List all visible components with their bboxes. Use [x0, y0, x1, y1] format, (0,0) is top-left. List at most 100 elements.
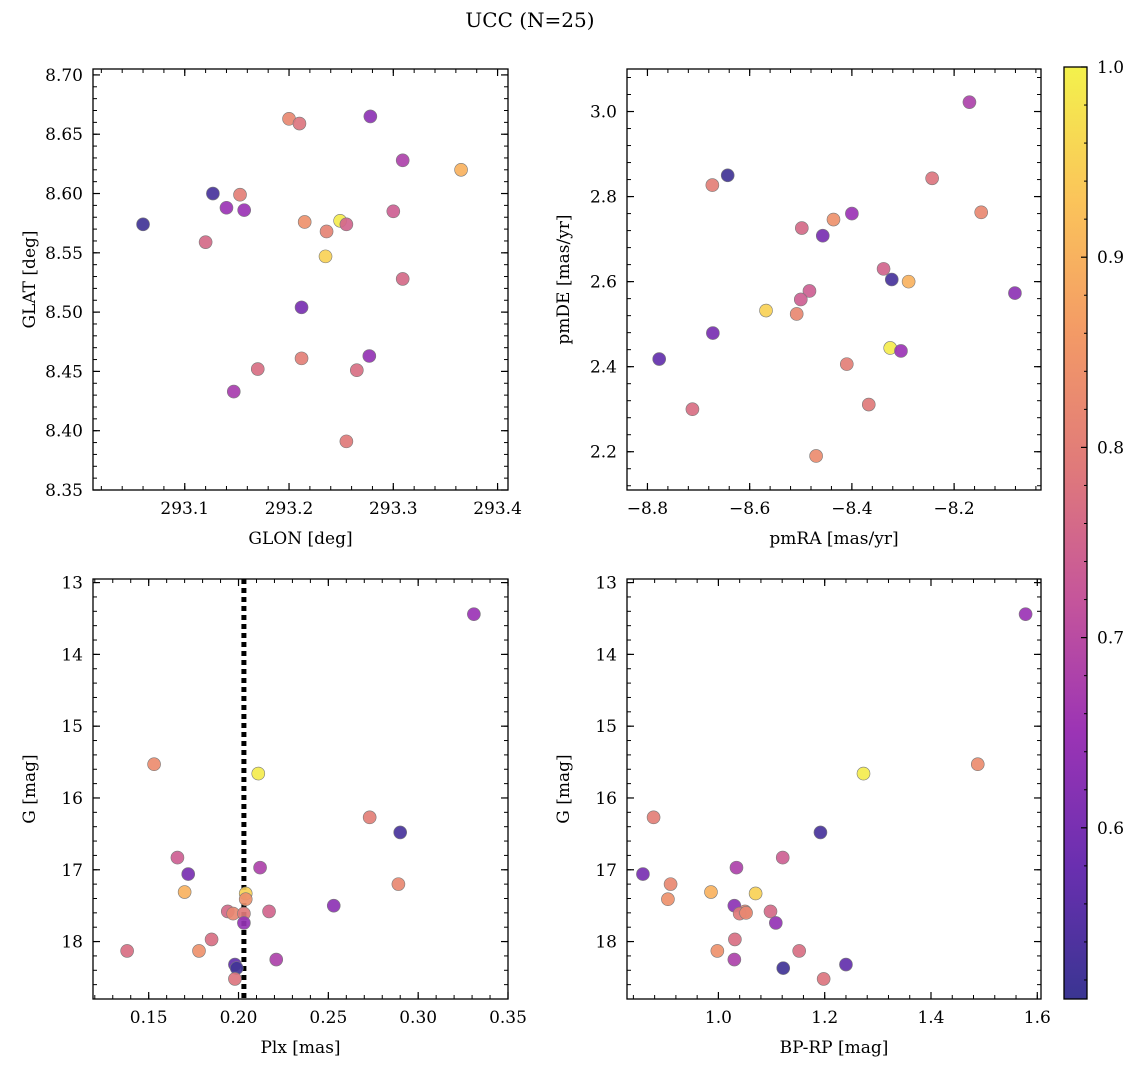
y-tick-label: 2.8: [590, 188, 617, 208]
axes-frame: [626, 68, 1042, 491]
scatter-point: [262, 904, 276, 919]
scatter-point: [861, 397, 876, 412]
axes-frame: [92, 68, 509, 491]
y-tick-label: 13: [595, 574, 617, 594]
y-tick-label: 15: [61, 717, 83, 737]
scatter-point: [876, 262, 891, 276]
scatter-point: [454, 163, 468, 177]
x-tick-label: −8.6: [729, 499, 770, 519]
scatter-point: [292, 116, 307, 131]
x-tick-label: 1.2: [811, 1008, 838, 1028]
x-tick-label: 1.4: [917, 1008, 944, 1028]
scatter-points: [636, 607, 1033, 986]
scatter-point: [198, 235, 213, 249]
scatter-point: [294, 300, 309, 315]
x-tick-label: 0.30: [399, 1008, 437, 1028]
scatter-panel-1: 293.1 293.2 293.3 293.4 8.35 8.40 8.45 8.50 8.55…: [20, 66, 522, 549]
x-tick-label: −8.8: [627, 499, 668, 519]
scatter-point: [1018, 607, 1033, 621]
scatter-point: [728, 932, 742, 947]
y-axis-label: G [mag]: [20, 754, 40, 823]
y-tick-label: 16: [595, 789, 617, 809]
scatter-point: [789, 307, 804, 321]
scatter-point: [136, 217, 150, 232]
scatter-point: [839, 957, 853, 972]
y-tick-label: 18: [61, 933, 83, 953]
scatter-point: [386, 204, 401, 219]
x-tick-label: 0.20: [220, 1008, 258, 1028]
colorbar-tick-label: 0.8: [1097, 438, 1124, 458]
y-axis-label: pmDE [mas/yr]: [554, 214, 574, 344]
x-tick-label: 0.25: [309, 1008, 347, 1028]
y-tick-label: 14: [595, 645, 617, 665]
y-axis-label: GLAT [deg]: [20, 230, 40, 328]
y-tick-label: 8.45: [45, 362, 83, 382]
scatter-point: [192, 944, 206, 958]
scatter-points: [652, 95, 1022, 463]
x-tick-label: 1.6: [1024, 1008, 1051, 1028]
scatter-point: [237, 916, 251, 930]
scatter-point: [467, 607, 481, 621]
scatter-point: [661, 892, 675, 907]
scatter-point: [816, 972, 831, 986]
x-tick-label: −8.2: [933, 499, 974, 519]
scatter-point: [839, 357, 854, 371]
scatter-point: [147, 757, 161, 772]
y-tick-label: 2.4: [590, 358, 617, 378]
scatter-point: [326, 898, 341, 913]
scatter-point: [294, 351, 309, 366]
scatter-point: [763, 904, 778, 919]
y-tick-label: 8.50: [45, 303, 83, 323]
scatter-point: [793, 292, 808, 307]
axis-ticks: [93, 69, 508, 491]
axes-frame: [626, 578, 1042, 1000]
scatter-panel-4: 1.0 1.2 1.4 1.6 13 14 15 16 17 18 BP-RP [mag] G [ma…: [554, 574, 1051, 1058]
scatter-point: [704, 885, 718, 899]
scatter-point: [350, 363, 364, 378]
scatter-point: [970, 757, 985, 772]
scatter-point: [318, 249, 333, 264]
scatter-point: [769, 916, 783, 930]
y-tick-label: 14: [61, 645, 83, 665]
scatter-point: [710, 944, 725, 958]
x-tick-label: 0.35: [489, 1008, 527, 1028]
scatter-point: [251, 766, 266, 781]
scatter-point: [809, 449, 823, 463]
scatter-point: [856, 766, 871, 781]
scatter-point: [776, 961, 791, 975]
scatter-point: [395, 272, 410, 286]
colorbar: 0.6 0.7 0.8 0.9 1.0: [1063, 58, 1124, 1000]
scatter-point: [652, 352, 667, 366]
colorbar-tick-label: 0.6: [1097, 819, 1124, 839]
x-axis-label: BP-RP [mag]: [780, 1038, 889, 1058]
y-tick-label: 2.6: [590, 273, 617, 293]
scatter-point: [759, 303, 773, 318]
axis-ticks: [626, 69, 1041, 490]
y-tick-label: 15: [595, 717, 617, 737]
scatter-point: [339, 217, 354, 232]
scatter-point: [297, 215, 312, 229]
scatter-point: [393, 825, 408, 840]
y-tick-label: 8.65: [45, 125, 83, 145]
scatter-point: [228, 972, 242, 986]
scatter-point: [901, 274, 916, 289]
x-tick-label: −8.4: [831, 499, 872, 519]
x-tick-label: 293.3: [369, 499, 418, 519]
scatter-points: [120, 607, 481, 986]
y-tick-label: 3.0: [590, 103, 617, 123]
x-axis-label: pmRA [mas/yr]: [769, 529, 898, 549]
scatter-point: [391, 877, 406, 891]
scatter-point: [845, 206, 859, 221]
colorbar-tick-label: 0.9: [1097, 248, 1124, 268]
scatter-point: [177, 885, 192, 899]
colorbar-frame: [1063, 66, 1088, 1000]
scatter-point: [206, 186, 220, 201]
axis-ticks: [93, 579, 509, 1000]
scatter-point: [826, 212, 841, 227]
scatter-point: [362, 810, 377, 825]
scatter-point: [219, 200, 234, 215]
scatter-point: [226, 384, 241, 399]
y-tick-label: 17: [61, 861, 83, 881]
scatter-point: [233, 187, 247, 202]
scatter-point: [792, 944, 806, 958]
